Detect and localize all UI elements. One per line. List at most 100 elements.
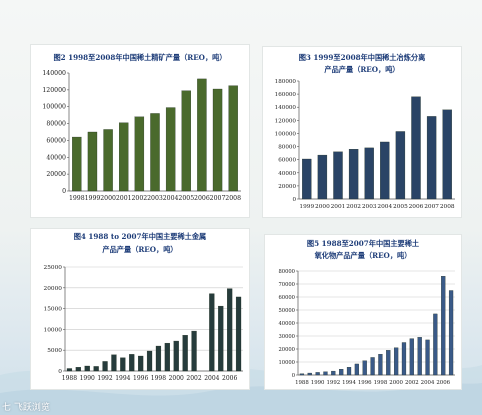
x-tick-label: 2002	[186, 375, 201, 382]
bar	[348, 149, 359, 200]
x-tick-label: 1996	[133, 375, 148, 382]
x-tick-label: 2008	[440, 204, 455, 210]
y-tick-label: 30000	[278, 334, 295, 340]
x-tick-label: 2003	[362, 204, 377, 210]
chart-subtitle: 氧化物产品产量（REO，吨）	[314, 251, 412, 260]
bar	[150, 113, 160, 192]
bar	[346, 367, 352, 376]
y-tick-label: 120000	[275, 118, 297, 124]
x-tick-label: 2003	[147, 195, 163, 202]
chart-title: 图5 1988至2007年中国主要稀土	[306, 239, 420, 248]
bar	[164, 342, 170, 372]
chart-panel-2: 图3 1999至2008年中国稀土冶炼分离 产品产量（REO，吨） 0 20000…	[262, 46, 462, 218]
bar	[146, 350, 153, 372]
y-tick-label: 0	[62, 188, 66, 195]
y-tick-label: 160000	[275, 92, 297, 98]
y-tick-label: 40000	[278, 171, 296, 177]
y-tick-label: 140000	[275, 105, 297, 111]
x-tick-label: 2002	[405, 380, 419, 386]
x-tick-label: 2006	[409, 204, 424, 210]
bar	[129, 354, 135, 372]
bar	[425, 339, 430, 376]
y-tick-label: 80000	[278, 269, 295, 275]
chart-subtitle: 产品产量（REO，吨）	[324, 65, 400, 74]
bar	[218, 305, 224, 372]
y-tick-label: 120000	[42, 87, 66, 94]
x-tick-label: 2004	[204, 375, 219, 382]
bar-chart-rare-earth-oxides: 0 10000 20000 30000 40000 50000 60000 70000 8000…	[278, 269, 455, 386]
y-tick-label: 80000	[46, 121, 66, 128]
bar	[227, 288, 233, 372]
y-tick-label: 80000	[278, 145, 296, 151]
y-tick-label: 20000	[278, 347, 295, 353]
bar	[378, 354, 383, 376]
bar	[66, 368, 73, 372]
x-tick-label: 2008	[225, 195, 241, 202]
bar	[302, 158, 312, 200]
bar	[72, 136, 82, 192]
y-tick-label: 15000	[44, 307, 63, 313]
bar	[317, 154, 328, 200]
y-tick-label: 140000	[42, 70, 66, 77]
x-tick-label: 1999	[299, 204, 314, 210]
x-tick-label: 2007	[424, 204, 439, 210]
bar	[339, 369, 344, 376]
y-tick-label: 20000	[44, 286, 63, 292]
x-tick-label: 2006	[194, 195, 210, 202]
bar	[93, 366, 99, 372]
bar	[103, 129, 113, 192]
x-tick-label: 2000	[389, 380, 403, 386]
bar	[191, 330, 197, 372]
bar	[182, 335, 188, 372]
bar-chart-separation-products: 0 20000 40000 60000 80000 100000 120000 140000 1…	[275, 79, 455, 210]
y-tick-label: 20000	[278, 184, 296, 190]
x-tick-label: 2001	[116, 195, 132, 202]
bar	[394, 347, 399, 376]
bar	[181, 90, 191, 192]
y-tick-label: 40000	[278, 321, 295, 327]
bar	[173, 340, 179, 372]
bar	[299, 373, 305, 376]
bar	[84, 365, 90, 372]
y-tick-label: 70000	[278, 282, 295, 288]
x-tick-label: 1988	[295, 380, 309, 386]
bar	[441, 276, 446, 376]
x-tick-label: 1990	[311, 380, 325, 386]
watermark-text: 七 飞跃浏览	[2, 403, 50, 413]
bar	[138, 355, 144, 372]
x-tick-label: 1994	[115, 375, 130, 382]
bar	[448, 290, 454, 376]
x-tick-label: 1999	[85, 195, 101, 202]
x-tick-label: 2000	[100, 195, 116, 202]
bar	[165, 107, 176, 192]
bar	[120, 357, 126, 372]
bar-chart-rare-earth-concentrate: 0 20000 40000 60000 80000 100000 120000 140000 1…	[42, 70, 241, 202]
bar	[75, 367, 81, 372]
x-tick-label: 2007	[210, 195, 226, 202]
x-tick-label: 2006	[222, 375, 237, 382]
chart-title: 图2 1998至2008年中国稀土精矿产量（REO，吨）	[53, 53, 227, 62]
bar	[364, 147, 374, 200]
bar	[433, 313, 438, 376]
x-tick-label: 2005	[178, 195, 194, 202]
chart-panel-3: 图4 1988 to 2007年中国主要稀土金属 产品产量（REO，吨） 0 50…	[30, 228, 250, 390]
x-tick-label: 1992	[97, 375, 112, 382]
bar	[111, 354, 117, 372]
bar	[155, 345, 162, 372]
bar	[386, 350, 391, 376]
bar	[411, 96, 421, 200]
x-tick-label: 2002	[346, 204, 361, 210]
bar	[212, 88, 223, 192]
x-tick-label: 2000	[169, 375, 184, 382]
y-tick-label: 10000	[278, 360, 295, 366]
y-tick-label: 0	[58, 369, 62, 375]
x-tick-label: 2005	[393, 204, 408, 210]
x-tick-label: 2004	[377, 204, 392, 210]
bar	[119, 122, 129, 192]
bar	[442, 109, 452, 200]
x-tick-label: 1992	[326, 380, 340, 386]
bar	[380, 141, 390, 200]
x-tick-label: 1988	[62, 375, 77, 382]
bar	[323, 371, 328, 376]
